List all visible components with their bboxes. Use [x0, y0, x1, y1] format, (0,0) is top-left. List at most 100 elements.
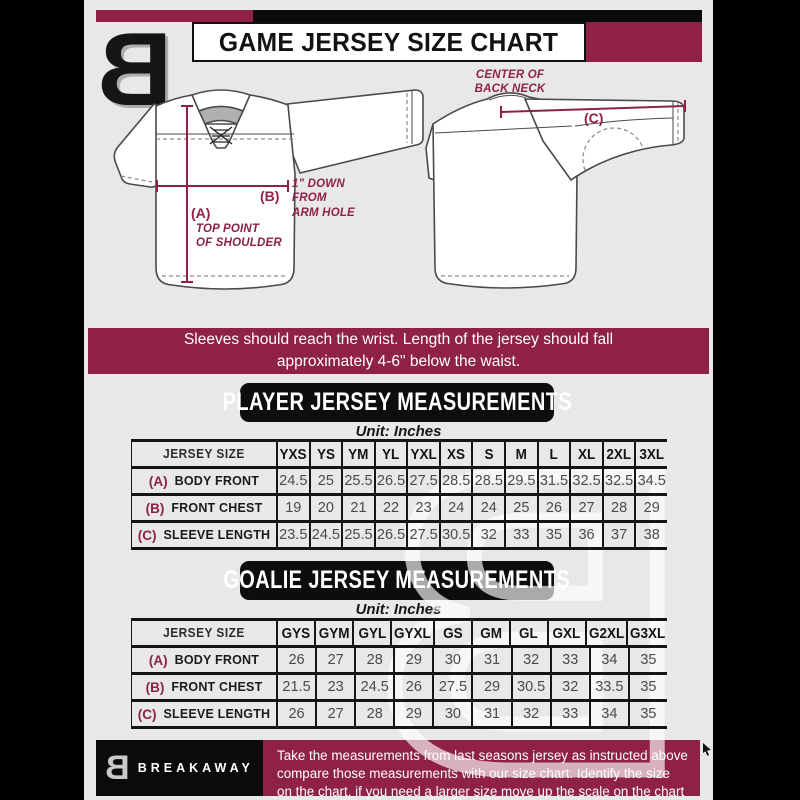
annotation-b-text: 1" DOWN FROM ARM HOLE [292, 178, 355, 219]
column-header-size: GYL [351, 621, 390, 645]
value-cell: 26.5 [373, 469, 407, 493]
value-cell: 38 [634, 523, 667, 547]
value-cell: 27.5 [432, 675, 471, 699]
footer-line-3: on the chart, if you need a larger size … [277, 783, 685, 799]
value-cell: 32 [510, 702, 550, 726]
annotation-b-key: (B) [260, 188, 280, 204]
value-cell: 29.5 [504, 469, 537, 493]
goalie-unit-label: Unit: Inches [355, 601, 442, 618]
row-label-cell: (C) SLEEVE LENGTH [137, 527, 271, 543]
player-section-title: PLAYER JERSEY MEASUREMENTS [222, 388, 572, 416]
column-header-size: XS [438, 442, 472, 466]
page-title-bar: GAME JERSEY SIZE CHART [192, 22, 586, 62]
table-row: (C) SLEEVE LENGTH 23.5 24.5 25.5 26.5 27.5 30.5… [132, 523, 667, 550]
page-title: GAME JERSEY SIZE CHART [219, 26, 559, 57]
value-cell: 34.5 [634, 469, 667, 493]
value-cell: 33 [504, 523, 537, 547]
value-cell: 26.5 [373, 523, 407, 547]
row-label-cell: (C) SLEEVE LENGTH [137, 706, 271, 722]
value-cell: 25 [308, 469, 342, 493]
table-header-row: JERSEY SIZE GYS GYM GYL GYXL GS GM GL GXL G2XL G3X… [132, 621, 667, 648]
value-cell: 36 [569, 523, 602, 547]
table-row: (C) SLEEVE LENGTH 26 27 28 29 30 31 32 33 34 35 [132, 702, 667, 729]
value-cell: 28 [354, 702, 393, 726]
column-header-size: GYM [313, 621, 352, 645]
value-cell: 35 [536, 523, 570, 547]
value-cell: 28.5 [438, 469, 472, 493]
value-cell: 33 [549, 648, 589, 672]
value-cell: 33.5 [588, 675, 628, 699]
value-cell: 27.5 [406, 469, 439, 493]
value-cell: 33 [549, 702, 589, 726]
row-label-cell: (A) BODY FRONT [148, 473, 260, 489]
value-cell: 26 [276, 702, 315, 726]
banner-line-2: approximately 4-6" below the waist. [276, 353, 521, 370]
top-accent-bar-maroon-segment [96, 10, 253, 22]
value-cell: 34 [588, 702, 628, 726]
value-cell: 24 [438, 496, 472, 520]
value-cell: 35 [627, 648, 667, 672]
value-cell: 28.5 [471, 469, 504, 493]
column-header-size: G3XL [625, 621, 667, 645]
front-jersey-diagram [113, 89, 424, 290]
value-cell: 34 [588, 648, 628, 672]
title-maroon-block [586, 22, 702, 62]
value-cell: 24.5 [308, 523, 342, 547]
column-header-size: YXL [406, 442, 439, 466]
column-header-size: YXS [276, 442, 309, 466]
row-label-cell: (A) BODY FRONT [148, 652, 260, 668]
value-cell: 32.5 [569, 469, 602, 493]
value-cell: 35 [627, 675, 667, 699]
row-label-cell: (B) FRONT CHEST [145, 500, 263, 516]
value-cell: 29 [634, 496, 667, 520]
column-header-size: GYS [276, 621, 314, 645]
column-header-size: GS [432, 621, 471, 645]
size-chart-page: B B GAME JERSEY SIZE CHART [84, 0, 713, 800]
row-label-cell: (B) FRONT CHEST [145, 679, 263, 695]
goalie-section-header: GOALIE JERSEY MEASUREMENTS [224, 561, 570, 600]
column-header-size: M [504, 442, 537, 466]
banner-line-1: Sleeves should reach the wrist. Length o… [183, 330, 614, 348]
value-cell: 25 [504, 496, 537, 520]
value-cell: 21 [341, 496, 374, 520]
value-cell: 23 [315, 675, 354, 699]
value-cell: 29 [393, 702, 432, 726]
value-cell: 23 [406, 496, 439, 520]
goalie-measurements-table: JERSEY SIZE GYS GYM GYL GYXL GS GM GL GXL G2XL G3X… [131, 618, 667, 729]
value-cell: 27 [569, 496, 602, 520]
value-cell: 24 [471, 496, 504, 520]
goalie-section-title: GOALIE JERSEY MEASUREMENTS [223, 566, 571, 594]
value-cell: 25.5 [341, 469, 374, 493]
value-cell: 29 [471, 675, 510, 699]
player-section-header: PLAYER JERSEY MEASUREMENTS [222, 383, 571, 422]
value-cell: 30.5 [510, 675, 550, 699]
column-header-size: XL [569, 442, 602, 466]
value-cell: 27 [315, 702, 354, 726]
value-cell: 28 [354, 648, 393, 672]
footer-instructions: Take the measurements from last seasons … [263, 740, 700, 799]
column-header-jersey-size: JERSEY SIZE [163, 626, 245, 640]
footer-brand-box: B BREAKAWAY [96, 740, 263, 796]
top-accent-bar [96, 10, 702, 22]
column-header-size: 3XL [634, 442, 667, 466]
value-cell: 32 [510, 648, 550, 672]
value-cell: 31.5 [536, 469, 570, 493]
instruction-banner: Sleeves should reach the wrist. Length o… [88, 328, 709, 374]
footer-brand-name: BREAKAWAY [137, 761, 254, 775]
value-cell: 28 [601, 496, 635, 520]
value-cell: 30 [432, 648, 471, 672]
value-cell: 30 [432, 702, 471, 726]
value-cell: 23.5 [276, 523, 309, 547]
footer-line-1: Take the measurements from last seasons … [277, 748, 688, 763]
value-cell: 30.5 [438, 523, 472, 547]
column-header-size: YL [373, 442, 407, 466]
table-row: (B) FRONT CHEST 19 20 21 22 23 24 24 25 26 27 28 29 [132, 496, 667, 523]
value-cell: 32.5 [601, 469, 635, 493]
column-header-size: YS [308, 442, 342, 466]
table-row: (A) BODY FRONT 24.5 25 25.5 26.5 27.5 28.5 28.5 2… [132, 469, 667, 496]
column-header-size: GYXL [389, 621, 433, 645]
value-cell: 22 [373, 496, 407, 520]
footer-line-2: compare those measurements with our size… [277, 765, 670, 781]
column-header-size: L [536, 442, 570, 466]
value-cell: 20 [308, 496, 342, 520]
